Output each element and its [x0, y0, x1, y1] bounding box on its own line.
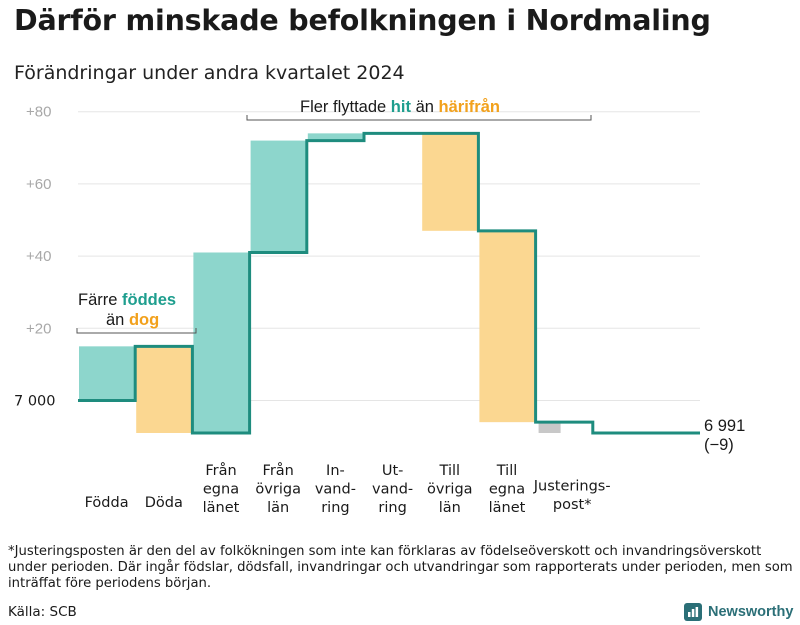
category-label-utvandring: Ut-vand-ring — [372, 463, 413, 516]
bar-doda — [136, 346, 192, 433]
page-subtitle: Förändringar under andra kvartalet 2024 — [14, 62, 405, 84]
step-line — [78, 131, 700, 435]
bar-till_ovriga — [422, 133, 478, 231]
brand-name: Newsworthy — [708, 604, 794, 620]
bar-invandring — [307, 133, 363, 141]
category-label-fran_ovriga: Från övriga län — [255, 462, 301, 516]
waterfall-chart: 7 000 +20 +40 +60 +80 Födda Döda Från egna länet… — [14, 98, 745, 516]
births-annotation-line2: än dog — [106, 311, 159, 329]
category-label-till_ovriga: Till övriga län — [427, 463, 473, 516]
bar-till_egna — [479, 230, 535, 423]
category-label-fran_egna: Från egna länet — [203, 462, 240, 516]
category-label-doda: Döda — [145, 495, 183, 511]
moves-annotation: Fler flyttade hit än härifrån — [246, 98, 592, 121]
bar-fodda — [79, 346, 135, 401]
category-labels: Födda Döda Från egna länet Från övriga län In-va… — [85, 462, 611, 516]
bar-justering — [538, 422, 561, 433]
births-annotation-line1: Färre föddes — [78, 291, 176, 309]
births-annotation: Färre föddes än dog — [76, 291, 197, 334]
y-tick-label: +80 — [26, 104, 51, 121]
category-label-fodda: Födda — [85, 495, 129, 511]
bar-fran_egna — [193, 252, 249, 433]
category-label-till_egna: Till egna länet — [489, 463, 526, 516]
page-title: Därför minskade befolkningen i Nordmalin… — [14, 4, 711, 37]
bars — [79, 133, 561, 433]
moves-annotation-text: Fler flyttade hit än härifrån — [300, 98, 500, 116]
end-value: 6 991 — [704, 417, 745, 435]
category-label-invandring: In-vand-ring — [315, 463, 356, 516]
y-tick-label: +60 — [26, 176, 51, 193]
end-change: (−9) — [704, 436, 734, 454]
y-tick-label: +40 — [26, 248, 51, 265]
category-label-justering: Justerings-post* — [533, 479, 611, 514]
y-tick-label: +20 — [26, 320, 51, 337]
footnote: *Justeringsposten är den del av folkökni… — [8, 544, 793, 591]
gridlines: 7 000 +20 +40 +60 +80 — [14, 104, 700, 410]
bar-fran_ovriga — [250, 140, 306, 253]
baseline-label: 7 000 — [14, 394, 56, 410]
brand-logo: Newsworthy — [684, 603, 793, 621]
births-bracket — [76, 328, 197, 334]
moves-bracket — [246, 115, 592, 121]
source: Källa: SCB — [8, 604, 77, 620]
newsworthy-icon — [684, 603, 702, 621]
waterfall-step-line — [78, 131, 700, 435]
